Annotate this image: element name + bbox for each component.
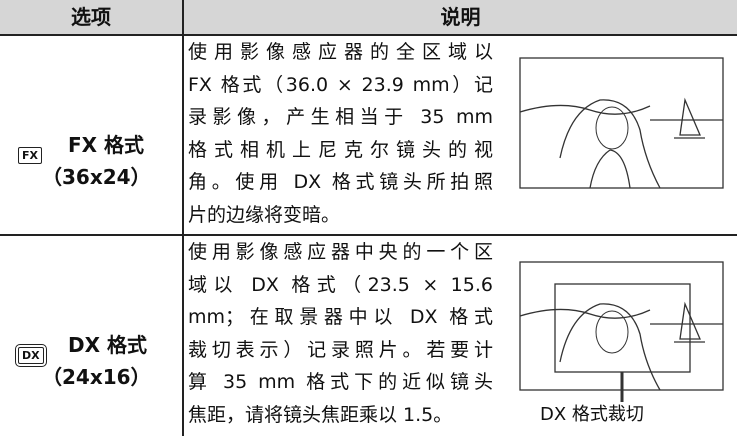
description-line: 焦距，请将镜头焦距乘以 1.5。 bbox=[188, 403, 453, 426]
divider bbox=[0, 234, 737, 236]
option-name: FX 格式 bbox=[68, 133, 145, 157]
dx-illustration bbox=[519, 261, 724, 402]
description-line: 算 35 mm 格式下的近似镜头 bbox=[188, 371, 493, 393]
description-line: mm；在取景器中以 DX 格式 bbox=[188, 306, 493, 328]
illustrations bbox=[519, 57, 724, 402]
description-line: 使用影像感应器中央的一个区 bbox=[188, 241, 493, 263]
description: 使用影像感应器的全区域以 FX 格式（36.0 × 23.9 mm）记 录影像，产生… bbox=[188, 36, 493, 231]
header-cell: 选项 bbox=[0, 0, 182, 34]
caption: DX 格式裁切 bbox=[540, 404, 644, 425]
header-cell: 说明 bbox=[184, 0, 737, 34]
description-line: 裁切表示）记录照片。若要计 bbox=[188, 338, 493, 361]
description-line: 录影像，产生相当于 35 mm bbox=[188, 106, 493, 128]
divider bbox=[0, 34, 737, 36]
description-line: 格式相机上尼克尔镜头的视 bbox=[188, 138, 493, 161]
description-line: 域以 DX 格式（23.5 × 15.6 bbox=[188, 273, 493, 296]
description-line: 角。使用 DX 格式镜头所拍照 bbox=[188, 171, 493, 193]
description-line: FX 格式（36.0 × 23.9 mm）记 bbox=[188, 73, 493, 96]
fx-illustration bbox=[519, 57, 724, 189]
format-icon: FX bbox=[18, 147, 42, 164]
divider bbox=[182, 0, 184, 436]
option-size: （24x16） bbox=[42, 365, 151, 389]
format-icon: DX bbox=[15, 344, 47, 367]
option-size: （36x24） bbox=[42, 165, 151, 189]
description: 使用影像感应器中央的一个区 域以 DX 格式（23.5 × 15.6 mm；在取景器… bbox=[188, 236, 493, 431]
description-line: 使用影像感应器的全区域以 bbox=[188, 41, 493, 63]
description-line: 片的边缘将变暗。 bbox=[188, 203, 341, 226]
option-name: DX 格式 bbox=[68, 333, 147, 357]
